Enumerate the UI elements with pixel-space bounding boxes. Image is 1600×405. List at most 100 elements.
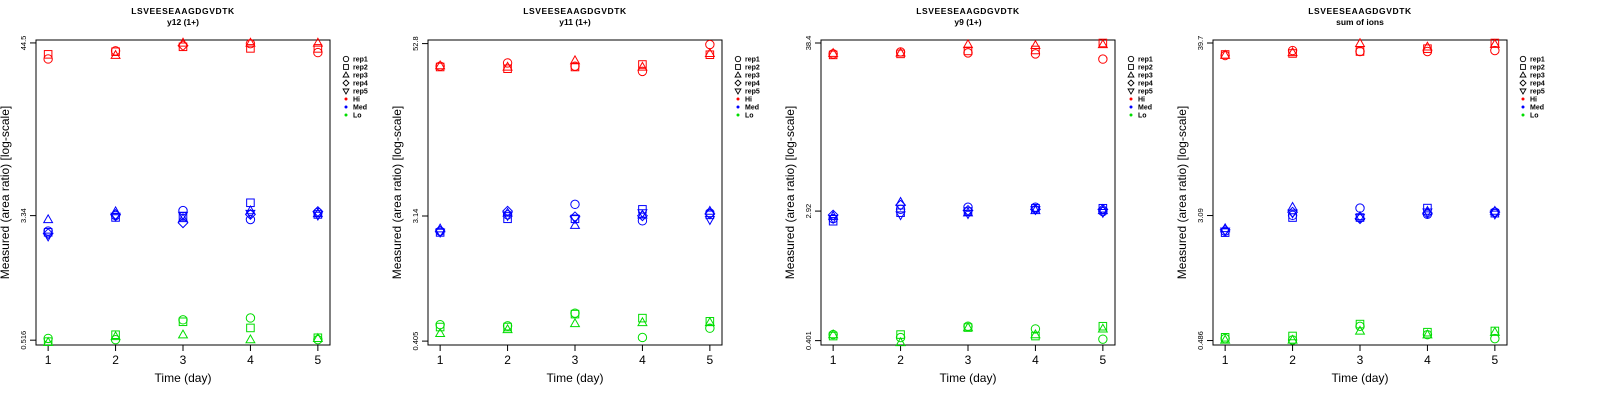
plot-frame xyxy=(35,39,331,346)
legend-marker xyxy=(342,88,350,95)
legend-marker xyxy=(1519,55,1527,63)
x-axis-label: Time (day) xyxy=(547,371,604,385)
data-point xyxy=(1489,38,1501,48)
data-point xyxy=(110,212,121,223)
legend-label: rep1 xyxy=(1138,57,1153,64)
data-point xyxy=(502,58,513,68)
data-point xyxy=(245,38,256,49)
data-point xyxy=(570,199,580,210)
data-point xyxy=(1354,213,1366,224)
legend-label: rep1 xyxy=(745,57,760,64)
legend-marker xyxy=(1129,105,1133,109)
data-point xyxy=(1220,333,1230,342)
data-point xyxy=(42,336,54,346)
legend-label: Med xyxy=(353,105,367,112)
legend-marker xyxy=(342,71,350,78)
legend-label: Hi xyxy=(1530,97,1537,104)
data-point xyxy=(704,205,716,215)
x-tick-label: 5 xyxy=(315,353,322,367)
legend-label: rep3 xyxy=(745,73,760,80)
legend-marker xyxy=(343,64,349,70)
legend-marker xyxy=(344,113,348,117)
legend-marker xyxy=(736,97,740,101)
legend-label: Lo xyxy=(353,113,362,120)
data-point xyxy=(1219,334,1231,344)
data-point xyxy=(962,204,974,216)
data-point xyxy=(1287,209,1298,219)
data-point xyxy=(1030,39,1041,50)
legend-marker xyxy=(1519,71,1527,78)
data-point xyxy=(177,212,189,223)
data-point xyxy=(42,228,54,240)
data-point xyxy=(636,210,648,222)
data-point xyxy=(895,47,906,57)
data-point xyxy=(503,322,512,332)
chart-title: LSVEESEAAGDGVDTK xyxy=(916,6,1020,16)
y-axis-label: Measured (area ratio) [log-scale] xyxy=(1177,106,1189,279)
x-tick-label: 1 xyxy=(830,353,837,367)
x-tick-label: 3 xyxy=(965,353,972,367)
data-point xyxy=(1422,208,1433,218)
data-point xyxy=(245,313,256,323)
data-point xyxy=(502,323,513,334)
x-axis-label: Time (day) xyxy=(940,371,997,385)
data-point xyxy=(312,37,324,47)
legend-label: Med xyxy=(1530,105,1544,112)
data-point xyxy=(1355,47,1365,56)
legend-label: Lo xyxy=(745,113,754,120)
y-tick-label: 44.5 xyxy=(19,36,28,51)
data-point xyxy=(638,60,647,69)
data-point xyxy=(1489,205,1501,215)
legend-marker xyxy=(1129,113,1133,117)
data-point xyxy=(1354,37,1366,47)
legend-label: rep4 xyxy=(353,81,368,88)
data-point xyxy=(704,316,716,327)
chart-panel-y11: LSVEESEAAGDGVDTK y11 (1+) 1 2 3 4 5 0.405 3.14 52… xyxy=(390,0,792,400)
data-point xyxy=(177,211,189,222)
data-point xyxy=(312,211,324,222)
y-tick-label: 3.14 xyxy=(411,209,420,224)
legend-label: rep5 xyxy=(1138,89,1153,96)
data-point xyxy=(963,48,973,58)
x-tick-label: 4 xyxy=(1424,353,1431,367)
data-point xyxy=(178,317,188,327)
legend-marker xyxy=(1521,105,1525,109)
series-med xyxy=(42,198,324,242)
data-point xyxy=(1287,201,1298,211)
data-point xyxy=(895,336,906,347)
data-point xyxy=(569,317,581,328)
data-point xyxy=(1097,203,1109,215)
data-point xyxy=(245,334,256,344)
x-tick-label: 3 xyxy=(572,353,579,367)
x-axis-label: Time (day) xyxy=(155,371,212,385)
data-point xyxy=(827,209,839,221)
data-point xyxy=(1423,203,1432,213)
x-tick-label: 2 xyxy=(112,353,119,367)
data-point xyxy=(502,212,513,222)
legend-label: Med xyxy=(1138,105,1152,112)
data-point xyxy=(1489,210,1501,220)
data-point xyxy=(569,219,581,229)
data-point xyxy=(502,61,513,71)
data-point xyxy=(1030,206,1041,216)
data-point xyxy=(1098,334,1108,344)
data-point xyxy=(434,327,446,337)
x-tick-label: 5 xyxy=(1100,353,1107,367)
data-point xyxy=(43,54,53,64)
legend-marker xyxy=(1520,64,1526,70)
chart-panel-y9: LSVEESEAAGDGVDTK y9 (1+) 1 2 3 4 5 0.401 2.92 38.… xyxy=(783,0,1185,400)
data-point xyxy=(177,37,189,47)
x-tick-label: 4 xyxy=(639,353,646,367)
chart-subtitle: y12 (1+) xyxy=(167,17,199,27)
series-med xyxy=(434,199,716,239)
data-point xyxy=(1422,41,1433,51)
data-point xyxy=(895,196,906,206)
legend-label: Hi xyxy=(1138,97,1145,104)
legend-marker xyxy=(342,55,350,63)
